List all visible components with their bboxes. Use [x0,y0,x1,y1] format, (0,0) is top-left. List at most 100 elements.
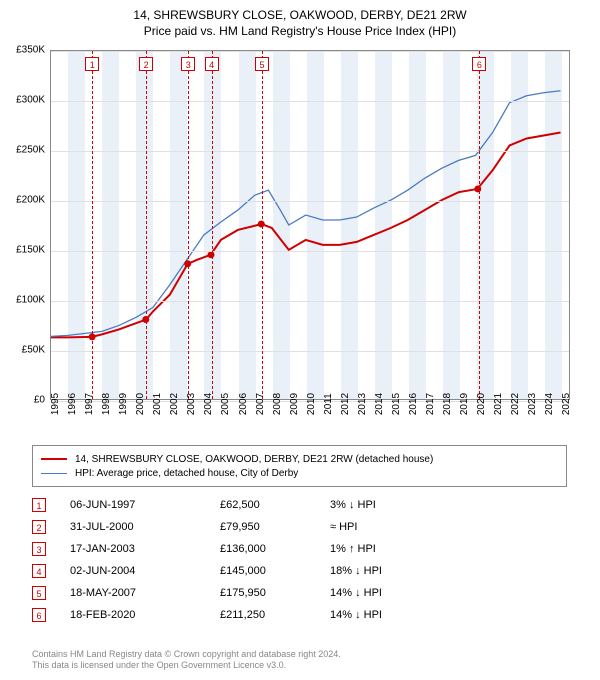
footer-line-2: This data is licensed under the Open Gov… [32,660,341,672]
sale-marker-line [479,51,480,399]
x-tick-label: 1999 [118,393,129,415]
gridline [51,101,569,102]
sale-marker-badge: 5 [255,57,269,71]
x-tick-label: 1998 [101,393,112,415]
row-hpi: 14% ↓ HPI [330,609,470,621]
x-tick-label: 2023 [527,393,538,415]
x-tick-label: 2010 [306,393,317,415]
sale-marker-line [188,51,189,399]
legend-label: HPI: Average price, detached house, City… [75,468,298,479]
row-date: 18-FEB-2020 [70,609,220,621]
title-line-1: 14, SHREWSBURY CLOSE, OAKWOOD, DERBY, DE… [10,8,590,22]
sale-marker-line [212,51,213,399]
sale-marker-badge: 2 [139,57,153,71]
series-property [51,133,561,338]
x-tick-label: 2024 [544,393,555,415]
x-tick-label: 1997 [84,393,95,415]
x-tick-label: 2002 [169,393,180,415]
x-tick-label: 2021 [493,393,504,415]
row-price: £145,000 [220,565,330,577]
x-tick-label: 2012 [340,393,351,415]
x-tick-label: 2025 [561,393,572,415]
chart-title: 14, SHREWSBURY CLOSE, OAKWOOD, DERBY, DE… [0,0,600,42]
x-tick-label: 2006 [238,393,249,415]
transaction-row: 2 31-JUL-2000£79,950≈ HPI [32,516,567,538]
row-marker-badge: 4 [32,564,46,578]
y-tick-label: £350K [5,45,45,56]
row-date: 06-JUN-1997 [70,499,220,511]
chart-lines-svg [51,51,569,399]
gridline [51,301,569,302]
sale-marker-badge: 3 [181,57,195,71]
sale-marker-line [92,51,93,399]
row-hpi: 1% ↑ HPI [330,543,470,555]
x-tick-label: 2018 [442,393,453,415]
row-marker-badge: 6 [32,608,46,622]
row-date: 18-MAY-2007 [70,587,220,599]
transaction-row: 1 06-JUN-1997£62,5003% ↓ HPI [32,494,567,516]
y-tick-label: £50K [5,345,45,356]
y-tick-label: £0 [5,395,45,406]
y-tick-label: £100K [5,295,45,306]
x-tick-label: 2009 [289,393,300,415]
row-hpi: 18% ↓ HPI [330,565,470,577]
x-tick-label: 2016 [408,393,419,415]
sale-marker-line [262,51,263,399]
gridline [51,251,569,252]
row-date: 17-JAN-2003 [70,543,220,555]
row-marker-badge: 2 [32,520,46,534]
x-tick-label: 2022 [510,393,521,415]
sale-marker-badge: 1 [85,57,99,71]
transaction-row: 6 18-FEB-2020£211,25014% ↓ HPI [32,604,567,626]
y-tick-label: £250K [5,145,45,156]
row-marker-badge: 1 [32,498,46,512]
legend-swatch [41,458,67,460]
footer-attribution: Contains HM Land Registry data © Crown c… [32,649,341,672]
x-tick-label: 2008 [272,393,283,415]
row-hpi: 3% ↓ HPI [330,499,470,511]
x-tick-label: 2000 [135,393,146,415]
chart-plot-area: 1 2 34 5 6 [50,50,570,400]
legend-item: 14, SHREWSBURY CLOSE, OAKWOOD, DERBY, DE… [41,452,558,466]
gridline [51,201,569,202]
x-tick-label: 2007 [255,393,266,415]
chart-legend: 14, SHREWSBURY CLOSE, OAKWOOD, DERBY, DE… [32,445,567,487]
transaction-row: 3 17-JAN-2003£136,0001% ↑ HPI [32,538,567,560]
y-tick-label: £200K [5,195,45,206]
row-price: £211,250 [220,609,330,621]
row-date: 31-JUL-2000 [70,521,220,533]
sale-marker-badge: 4 [205,57,219,71]
footer-line-1: Contains HM Land Registry data © Crown c… [32,649,341,661]
row-date: 02-JUN-2004 [70,565,220,577]
x-tick-label: 1995 [50,393,61,415]
legend-item: HPI: Average price, detached house, City… [41,466,558,480]
transaction-row: 4 02-JUN-2004£145,00018% ↓ HPI [32,560,567,582]
row-price: £175,950 [220,587,330,599]
x-tick-label: 2003 [186,393,197,415]
gridline [51,351,569,352]
x-tick-label: 2011 [323,393,334,415]
gridline [51,151,569,152]
row-price: £79,950 [220,521,330,533]
row-price: £136,000 [220,543,330,555]
x-tick-label: 2015 [391,393,402,415]
transaction-row: 5 18-MAY-2007£175,95014% ↓ HPI [32,582,567,604]
series-hpi [51,91,561,337]
x-tick-label: 2013 [357,393,368,415]
x-tick-label: 2014 [374,393,385,415]
transaction-table: 106-JUN-1997£62,5003% ↓ HPI231-JUL-2000£… [32,494,567,626]
sale-marker-badge: 6 [472,57,486,71]
title-line-2: Price paid vs. HM Land Registry's House … [10,24,590,38]
row-price: £62,500 [220,499,330,511]
row-hpi: 14% ↓ HPI [330,587,470,599]
x-tick-label: 1996 [67,393,78,415]
row-hpi: ≈ HPI [330,521,470,533]
y-tick-label: £150K [5,245,45,256]
legend-swatch [41,473,67,474]
legend-label: 14, SHREWSBURY CLOSE, OAKWOOD, DERBY, DE… [75,454,433,465]
row-marker-badge: 3 [32,542,46,556]
x-tick-label: 2005 [220,393,231,415]
x-tick-label: 2020 [476,393,487,415]
x-tick-label: 2001 [152,393,163,415]
row-marker-badge: 5 [32,586,46,600]
